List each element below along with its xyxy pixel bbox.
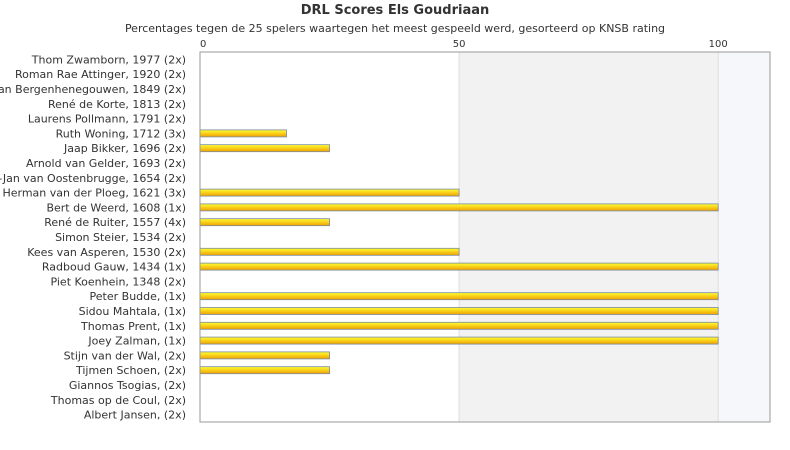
category-label: Herman van der Ploeg, 1621 (3x) (2, 187, 186, 200)
x-tick-label: 0 (200, 39, 206, 50)
bar (199, 188, 460, 197)
category-label: Stijn van der Wal, (2x) (64, 349, 186, 362)
category-label: Thom Zwamborn, 1977 (2x) (31, 53, 186, 66)
category-label: Gert-Jan van Oostenbrugge, 1654 (2x) (0, 172, 186, 185)
category-label: Roman Rae Attinger, 1920 (2x) (15, 68, 186, 81)
category-label: Thomas op de Coul, (2x) (50, 394, 186, 407)
category-label: Kees van Bergenhenegouwen, 1849 (2x) (0, 83, 186, 96)
category-label: Joey Zalman, (1x) (87, 335, 186, 348)
category-label: Laurens Pollmann, 1791 (2x) (28, 113, 186, 126)
bar (199, 262, 719, 271)
chart-title: DRL Scores Els Goudriaan (300, 3, 490, 18)
plot-frame (199, 51, 771, 423)
category-label: Tijmen Schoen, (2x) (75, 364, 186, 377)
category-label: Radboud Gauw, 1434 (1x) (42, 261, 186, 274)
chart-subtitle: Percentages tegen de 25 spelers waartege… (124, 22, 666, 35)
bar (199, 218, 330, 227)
bar (199, 203, 719, 212)
category-label: Thomas Prent, (1x) (80, 320, 186, 333)
category-label: Peter Budde, (1x) (90, 290, 186, 303)
category-label: Jaap Bikker, 1696 (2x) (63, 142, 186, 155)
category-label: Kees van Asperen, 1530 (2x) (27, 246, 186, 259)
category-label: Simon Steier, 1534 (2x) (55, 231, 186, 244)
bar (199, 321, 719, 330)
category-label: Bert de Weerd, 1608 (1x) (46, 201, 186, 214)
category-label: Ruth Woning, 1712 (3x) (56, 127, 186, 140)
grid-band (718, 52, 770, 422)
bar (199, 307, 719, 315)
category-label: Arnold van Gelder, 1693 (2x) (26, 157, 186, 170)
bar (199, 292, 719, 301)
category-label: Albert Jansen, (2x) (84, 409, 186, 422)
bar (199, 351, 330, 360)
category-label: René de Korte, 1813 (2x) (48, 98, 186, 111)
bar (199, 144, 330, 153)
bar (199, 366, 330, 375)
category-label: Giannos Tsogias, (2x) (69, 379, 186, 392)
bar (199, 129, 287, 138)
category-label: René de Ruiter, 1557 (4x) (44, 216, 186, 229)
category-label: Sidou Mahtala, (1x) (79, 305, 186, 318)
category-label: Piet Koenhein, 1348 (2x) (50, 275, 186, 288)
x-tick-label: 50 (453, 39, 466, 50)
bar (199, 336, 719, 345)
x-tick-label: 100 (709, 39, 728, 50)
bar (199, 247, 460, 256)
grid-band (200, 52, 460, 422)
grid-band (459, 52, 719, 422)
